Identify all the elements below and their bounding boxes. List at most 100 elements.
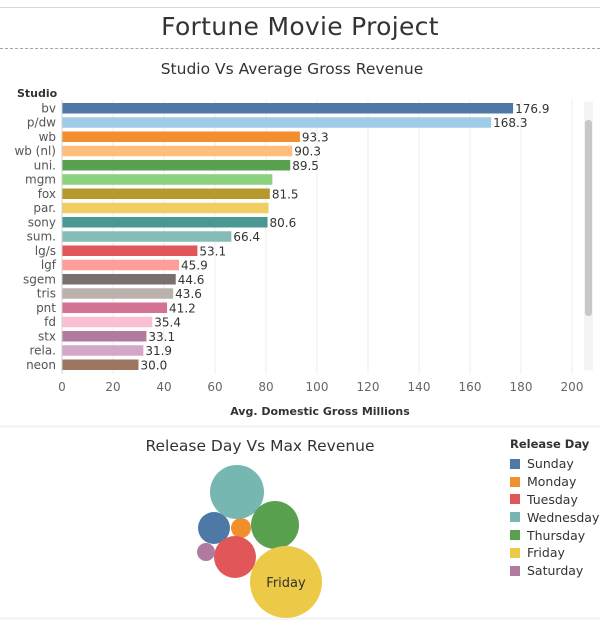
studio-axis-header[interactable]: Studio bbox=[17, 87, 58, 100]
bar-fox[interactable] bbox=[62, 188, 270, 200]
bar-value-label: 80.6 bbox=[270, 216, 297, 230]
bar-value-label: 81.5 bbox=[272, 187, 299, 201]
bar-rela-[interactable] bbox=[62, 345, 144, 356]
legend-swatch bbox=[510, 494, 520, 505]
bubble-thursday[interactable] bbox=[251, 501, 299, 549]
x-tick-label: 20 bbox=[105, 380, 120, 394]
bar-par-[interactable] bbox=[62, 202, 269, 214]
bar-sony[interactable] bbox=[62, 217, 268, 228]
studio-label[interactable]: p/dw bbox=[27, 116, 56, 130]
release-day-bubble-chart: Friday bbox=[197, 465, 322, 618]
studio-label[interactable]: stx bbox=[38, 329, 56, 343]
legend-title: Release Day bbox=[510, 437, 590, 451]
bubble-label: Friday bbox=[266, 576, 306, 591]
legend-label: Monday bbox=[527, 474, 577, 490]
studio-label[interactable]: wb (nl) bbox=[14, 144, 56, 158]
top-divider bbox=[0, 7, 600, 8]
legend-item-monday[interactable]: Monday bbox=[510, 473, 600, 491]
bar-lgf[interactable] bbox=[62, 259, 180, 271]
bar-stx[interactable] bbox=[62, 331, 147, 342]
studio-bar-chart: bv 176.9 p/dw 168.3 wb 93.3 wb (nl) 90.3 uni. 89.… bbox=[14, 100, 583, 394]
legend-item-saturday[interactable]: Saturday bbox=[510, 562, 600, 580]
x-tick-label: 140 bbox=[408, 380, 431, 394]
legend-swatch bbox=[510, 476, 520, 487]
bar-p-dw[interactable] bbox=[62, 117, 492, 128]
studio-label[interactable]: wb bbox=[39, 130, 56, 144]
bar-rows: bv 176.9 p/dw 168.3 wb 93.3 wb (nl) 90.3 uni. 89.… bbox=[14, 101, 549, 372]
bar-value-label: 35.4 bbox=[154, 316, 181, 330]
bar-value-label: 90.3 bbox=[294, 145, 321, 159]
studio-label[interactable]: neon bbox=[26, 358, 56, 372]
legend-swatch bbox=[510, 458, 520, 469]
studio-label[interactable]: uni. bbox=[34, 158, 56, 172]
dashboard-title: Fortune Movie Project bbox=[161, 12, 439, 41]
bar-wb-nl-[interactable] bbox=[62, 145, 293, 157]
legend-swatch bbox=[510, 512, 520, 523]
studio-label[interactable]: lg/s bbox=[35, 244, 56, 258]
bar-value-label: 53.1 bbox=[199, 244, 226, 258]
studio-label[interactable]: sgem bbox=[23, 272, 56, 286]
bubble-wednesday[interactable] bbox=[210, 465, 264, 519]
x-axis-ticks: 0 20 40 60 80 100 120 140 160 180 200 bbox=[58, 380, 583, 394]
legend-item-wednesday[interactable]: Wednesday bbox=[510, 508, 600, 526]
studio-label[interactable]: fd bbox=[44, 315, 56, 329]
bar-value-label: 41.2 bbox=[169, 301, 196, 315]
studio-label[interactable]: fox bbox=[38, 187, 56, 201]
x-tick-label: 0 bbox=[58, 380, 66, 394]
bubble-saturday[interactable] bbox=[197, 543, 215, 561]
bubble-monday[interactable] bbox=[231, 518, 251, 538]
bar-tris[interactable] bbox=[62, 288, 174, 299]
studio-label[interactable]: lgf bbox=[41, 258, 57, 272]
bar-neon[interactable] bbox=[62, 359, 139, 371]
x-tick-label: 200 bbox=[561, 380, 584, 394]
legend-item-sunday[interactable]: Sunday bbox=[510, 455, 600, 473]
legend-item-tuesday[interactable]: Tuesday bbox=[510, 491, 600, 509]
bar-sgem[interactable] bbox=[62, 274, 176, 285]
legend-swatch bbox=[510, 565, 520, 576]
x-tick-label: 120 bbox=[357, 380, 380, 394]
bar-value-label: 45.9 bbox=[181, 259, 208, 273]
studio-label[interactable]: tris bbox=[37, 287, 56, 301]
studio-label[interactable]: pnt bbox=[36, 301, 56, 315]
legend-label: Wednesday bbox=[527, 509, 600, 525]
bubble-sunday[interactable] bbox=[198, 512, 230, 544]
bubble-friday[interactable] bbox=[250, 546, 322, 618]
scrollbar-thumb[interactable] bbox=[585, 120, 592, 316]
bar-value-label: 30.0 bbox=[141, 358, 168, 372]
x-tick-label: 160 bbox=[459, 380, 482, 394]
bar-value-label: 31.9 bbox=[145, 344, 172, 358]
bar-fd[interactable] bbox=[62, 316, 153, 328]
bar-value-label: 93.3 bbox=[302, 130, 329, 144]
bar-sum-[interactable] bbox=[62, 231, 232, 242]
studio-label[interactable]: par. bbox=[33, 201, 56, 215]
studio-label[interactable]: rela. bbox=[29, 344, 56, 358]
studio-label[interactable]: mgm bbox=[25, 173, 56, 187]
x-tick-label: 60 bbox=[207, 380, 222, 394]
x-tick-label: 40 bbox=[156, 380, 171, 394]
bar-value-label: 33.1 bbox=[148, 330, 175, 344]
legend-swatch bbox=[510, 547, 520, 558]
bar-wb[interactable] bbox=[62, 131, 300, 143]
legend-items: Sunday Monday Tuesday Wednesday Thursday Frid… bbox=[510, 455, 600, 580]
x-axis-label: Avg. Domestic Gross Millions bbox=[230, 405, 410, 418]
legend-item-thursday[interactable]: Thursday bbox=[510, 526, 600, 544]
legend-label: Friday bbox=[527, 545, 565, 561]
bar-value-label: 44.6 bbox=[178, 273, 205, 287]
studio-label[interactable]: sony bbox=[28, 215, 56, 229]
bar-bv[interactable] bbox=[62, 103, 514, 114]
legend-label: Tuesday bbox=[527, 491, 578, 507]
bar-lg-s[interactable] bbox=[62, 245, 198, 257]
bar-value-label: 176.9 bbox=[515, 102, 549, 116]
studio-label[interactable]: sum. bbox=[27, 230, 56, 244]
legend-item-friday[interactable]: Friday bbox=[510, 544, 600, 562]
bar-uni-[interactable] bbox=[62, 160, 291, 171]
bar-pnt[interactable] bbox=[62, 302, 168, 314]
legend-label: Thursday bbox=[527, 527, 586, 543]
bubble-tuesday[interactable] bbox=[214, 536, 256, 578]
x-tick-label: 100 bbox=[306, 380, 329, 394]
bar-value-label: 66.4 bbox=[233, 230, 260, 244]
studio-label[interactable]: bv bbox=[41, 101, 56, 115]
x-tick-label: 180 bbox=[510, 380, 533, 394]
bar-mgm[interactable] bbox=[62, 174, 273, 185]
bar-value-label: 168.3 bbox=[493, 116, 527, 130]
